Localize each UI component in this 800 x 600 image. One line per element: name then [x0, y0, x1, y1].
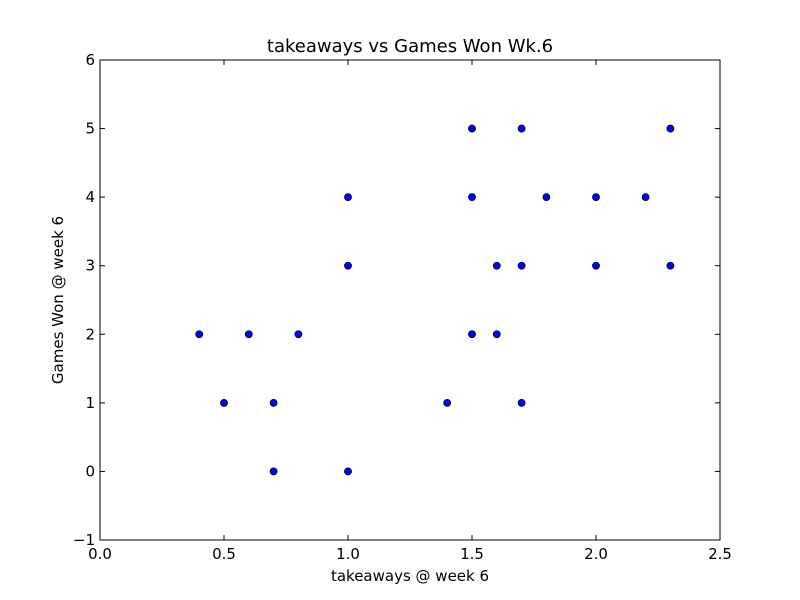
data-point — [666, 124, 675, 133]
y-tick-label: 0 — [85, 462, 95, 480]
y-tick-label: 5 — [85, 120, 95, 138]
data-point — [468, 193, 476, 202]
y-tick-label: 3 — [85, 257, 95, 275]
x-tick-label: 1.0 — [336, 545, 360, 563]
y-tick-label: 1 — [85, 394, 95, 412]
data-points — [195, 124, 675, 476]
x-tick-label: 2.0 — [584, 545, 608, 563]
data-point — [344, 193, 352, 202]
plot-area — [99, 59, 721, 541]
y-tick-label: −1 — [73, 531, 95, 549]
data-point — [344, 467, 352, 476]
data-point — [517, 124, 526, 133]
data-point — [269, 467, 278, 476]
x-tick-label: 0.0 — [88, 545, 112, 563]
y-tick-label: 6 — [85, 51, 95, 69]
x-axis-label: takeaways @ week 6 — [331, 567, 489, 585]
data-point — [269, 398, 278, 407]
data-point — [666, 261, 675, 270]
x-tick-label: 0.5 — [212, 545, 236, 563]
data-point — [592, 261, 600, 270]
data-point — [468, 124, 476, 133]
x-tick-label: 1.5 — [460, 545, 484, 563]
data-point — [492, 330, 501, 339]
data-point — [468, 330, 476, 339]
data-point — [294, 330, 303, 339]
data-point — [220, 398, 228, 407]
y-tick-label: 4 — [85, 188, 95, 206]
data-point — [542, 193, 551, 202]
data-point — [344, 261, 352, 270]
data-point — [592, 193, 600, 202]
data-point — [517, 398, 526, 407]
axis-ticks: 0.0 0.5 1.0 1.5 2.0 2.5 −1 0 1 2 3 4 5 6 — [73, 51, 732, 563]
data-point — [517, 261, 526, 270]
data-point — [443, 398, 452, 407]
data-point — [641, 193, 650, 202]
x-tick-label: 2.5 — [708, 545, 732, 563]
data-point — [195, 330, 204, 339]
chart-title: takeaways vs Games Won Wk.6 — [267, 36, 553, 57]
data-point — [244, 330, 253, 339]
data-point — [492, 261, 501, 270]
y-tick-label: 2 — [85, 325, 95, 343]
y-axis-label: Games Won @ week 6 — [49, 216, 67, 384]
